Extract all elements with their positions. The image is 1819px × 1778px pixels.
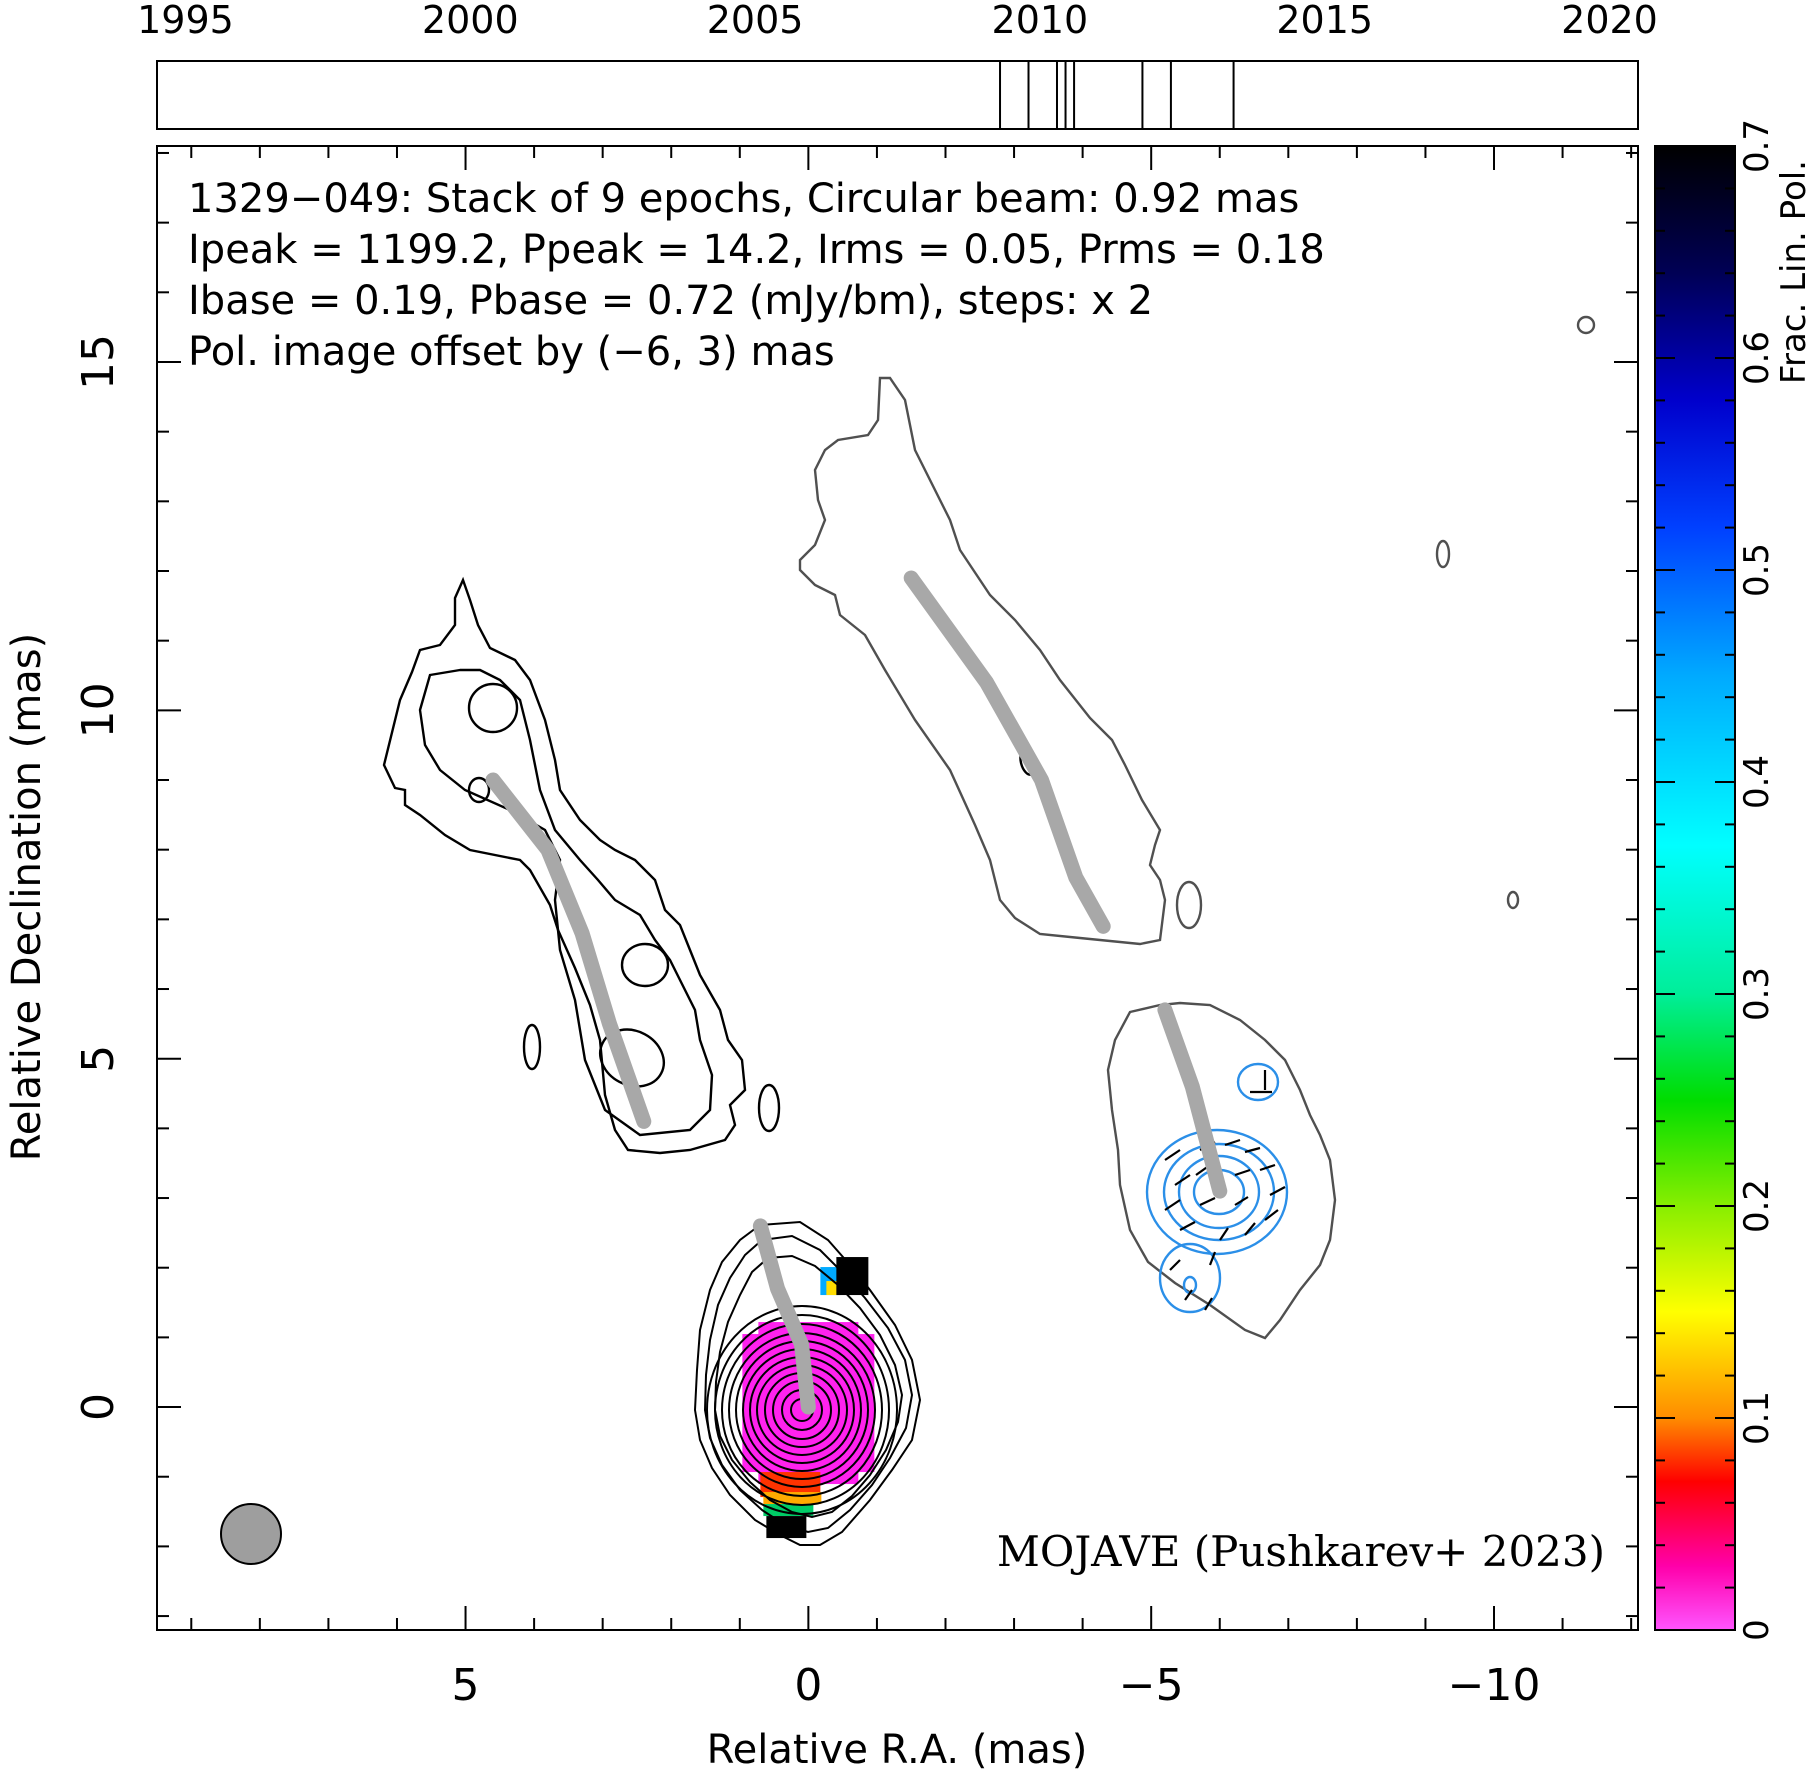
colorbar-tick-label: 0.1 bbox=[1737, 1391, 1777, 1445]
x-tick-labels: 5 0 −5 −10 bbox=[452, 1660, 1541, 1711]
ridge-lines bbox=[485, 570, 1228, 1415]
colorbar-tick-label: 0.2 bbox=[1737, 1179, 1777, 1233]
jet-1-ridge bbox=[485, 772, 652, 1129]
y-tick-label: 10 bbox=[73, 682, 124, 738]
annotation-line-4: Pol. image offset by (−6, 3) mas bbox=[188, 329, 835, 375]
annotation-line-3: Ibase = 0.19, Pbase = 0.72 (mJy/bm), ste… bbox=[188, 278, 1153, 324]
colorbar-tick-label: 0.3 bbox=[1737, 967, 1777, 1021]
jet-2-contours bbox=[798, 315, 1596, 946]
y-tick-label: 0 bbox=[73, 1393, 124, 1421]
y-tick-labels: 0 5 10 15 bbox=[73, 334, 124, 1421]
timeline-tick-label: 2000 bbox=[422, 0, 519, 42]
pol-overlay-ridge bbox=[1157, 1002, 1228, 1199]
map-frame bbox=[156, 145, 1639, 1631]
x-tick-label: 5 bbox=[452, 1660, 480, 1711]
jet-1-contours bbox=[382, 576, 781, 1155]
pol-jet-patch bbox=[826, 1281, 839, 1296]
colorbar-tick-label: 0.5 bbox=[1737, 543, 1777, 597]
timeline: 1995 2000 2005 2010 2015 2020 bbox=[137, 0, 1658, 130]
timeline-frame bbox=[156, 60, 1639, 130]
x-tick-label: −10 bbox=[1448, 1660, 1541, 1711]
colorbar-tick-label: 0.4 bbox=[1737, 755, 1777, 809]
colorbar-tick-labels: 0 0.1 0.2 0.3 0.4 0.5 0.6 0.7 bbox=[1737, 119, 1777, 1641]
y-tick-label: 5 bbox=[73, 1045, 124, 1073]
y-tick-label: 15 bbox=[73, 334, 124, 390]
map-panel: 5 0 −5 −10 0 5 10 15 1329−049: Stack of 9 epoc… bbox=[73, 145, 1639, 1711]
y-axis-label: Relative Declination (mas) bbox=[4, 633, 50, 1161]
timeline-tick-label: 2010 bbox=[992, 0, 1089, 42]
credit-text: MOJAVE (Pushkarev+ 2023) bbox=[997, 1527, 1605, 1576]
timeline-epoch-lines bbox=[999, 61, 1235, 129]
colorbar-tick-label: 0.7 bbox=[1737, 119, 1777, 173]
colorbar-gradient bbox=[1654, 145, 1736, 1631]
colorbar-title: Frac. Lin. Pol. bbox=[1774, 160, 1814, 384]
core-ridge bbox=[752, 1218, 816, 1415]
timeline-tick-label: 2005 bbox=[707, 0, 804, 42]
timeline-tick-labels: 1995 2000 2005 2010 2015 2020 bbox=[137, 0, 1658, 42]
jet-2-ridge bbox=[903, 570, 1111, 934]
pol-core-edge bbox=[766, 1516, 807, 1539]
colorbar: 0 0.1 0.2 0.3 0.4 0.5 0.6 0.7 Frac. Lin. Pol. bbox=[1654, 119, 1814, 1641]
x-tick-label: 0 bbox=[794, 1660, 822, 1711]
annotation-line-1: 1329−049: Stack of 9 epochs, Circular be… bbox=[188, 176, 1299, 222]
beam-ellipse bbox=[220, 1503, 282, 1565]
timeline-tick-label: 1995 bbox=[137, 0, 234, 42]
colorbar-ticks bbox=[1655, 145, 1735, 1631]
colorbar-tick-label: 0 bbox=[1737, 1619, 1777, 1641]
x-axis-label: Relative R.A. (mas) bbox=[707, 1727, 1088, 1773]
timeline-tick-label: 2020 bbox=[1561, 0, 1658, 42]
colorbar-tick-label: 0.6 bbox=[1737, 331, 1777, 385]
x-tick-label: −5 bbox=[1119, 1660, 1184, 1711]
axis-ticks bbox=[157, 146, 1638, 1630]
timeline-tick-label: 2015 bbox=[1276, 0, 1373, 42]
annotation-line-2: Ipeak = 1199.2, Ppeak = 14.2, Irms = 0.0… bbox=[188, 227, 1325, 273]
